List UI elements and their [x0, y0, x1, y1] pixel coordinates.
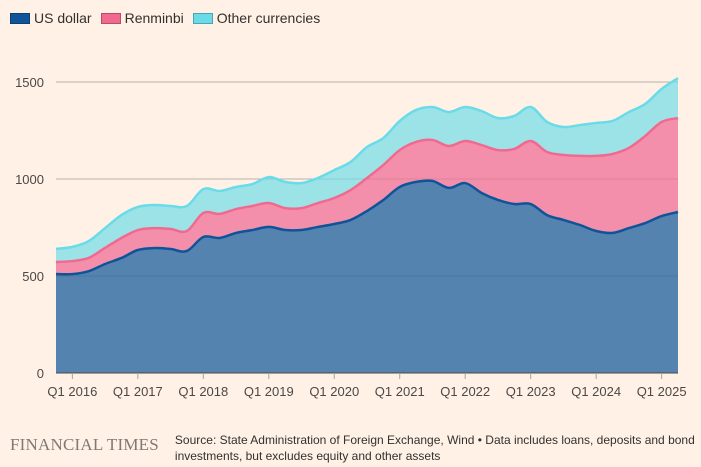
x-tick-label: Q1 2022	[440, 384, 490, 399]
legend-item-other-currencies: Other currencies	[192, 10, 321, 26]
x-tick-label: Q1 2017	[113, 384, 163, 399]
y-tick-label: 0	[37, 366, 44, 381]
y-tick-label: 1000	[15, 172, 44, 187]
line-us-dollar	[55, 179, 679, 276]
y-tick-label: 500	[22, 269, 44, 284]
x-tick-label: Q1 2023	[506, 384, 556, 399]
legend-item-us-dollar: US dollar	[10, 10, 92, 26]
series-lines	[55, 77, 679, 276]
line-other-currencies	[55, 77, 679, 251]
legend-item-renminbi: Renminbi	[100, 10, 184, 26]
area-renminbi	[56, 118, 678, 275]
legend-label: Other currencies	[216, 10, 321, 26]
x-tick-label: Q1 2018	[178, 384, 228, 399]
source-note: Source: State Administration of Foreign …	[174, 433, 695, 463]
stacked-areas	[56, 78, 678, 373]
legend-swatch-renminbi	[100, 12, 121, 24]
legend-swatch-other-currencies	[192, 12, 213, 24]
y-tick-label: 1500	[15, 75, 44, 90]
area-other-currencies	[56, 78, 678, 263]
legend-label: US dollar	[34, 10, 92, 26]
x-tick-label: Q1 2024	[571, 384, 621, 399]
legend-label: Renminbi	[124, 10, 184, 26]
line-renminbi	[55, 116, 679, 264]
ft-logo: FINANCIAL TIMES	[10, 435, 159, 454]
x-tick-label: Q1 2021	[375, 384, 425, 399]
legend: US dollar Renminbi Other currencies	[10, 10, 320, 26]
x-axis: Q1 2016 Q1 2017 Q1 2018 Q1 2019 Q1 2020 Q1 20…	[47, 372, 687, 399]
footer: FINANCIAL TIMES Source: State Administra…	[10, 432, 695, 464]
x-tick-label: Q1 2016	[47, 384, 97, 399]
x-tick-label: Q1 2019	[244, 384, 294, 399]
x-tick-label: Q1 2025	[637, 384, 687, 399]
legend-swatch-us-dollar	[10, 12, 30, 24]
area-us-dollar	[56, 180, 678, 373]
y-axis: 0 500 1000 1500	[15, 75, 44, 381]
x-tick-label: Q1 2020	[309, 384, 359, 399]
